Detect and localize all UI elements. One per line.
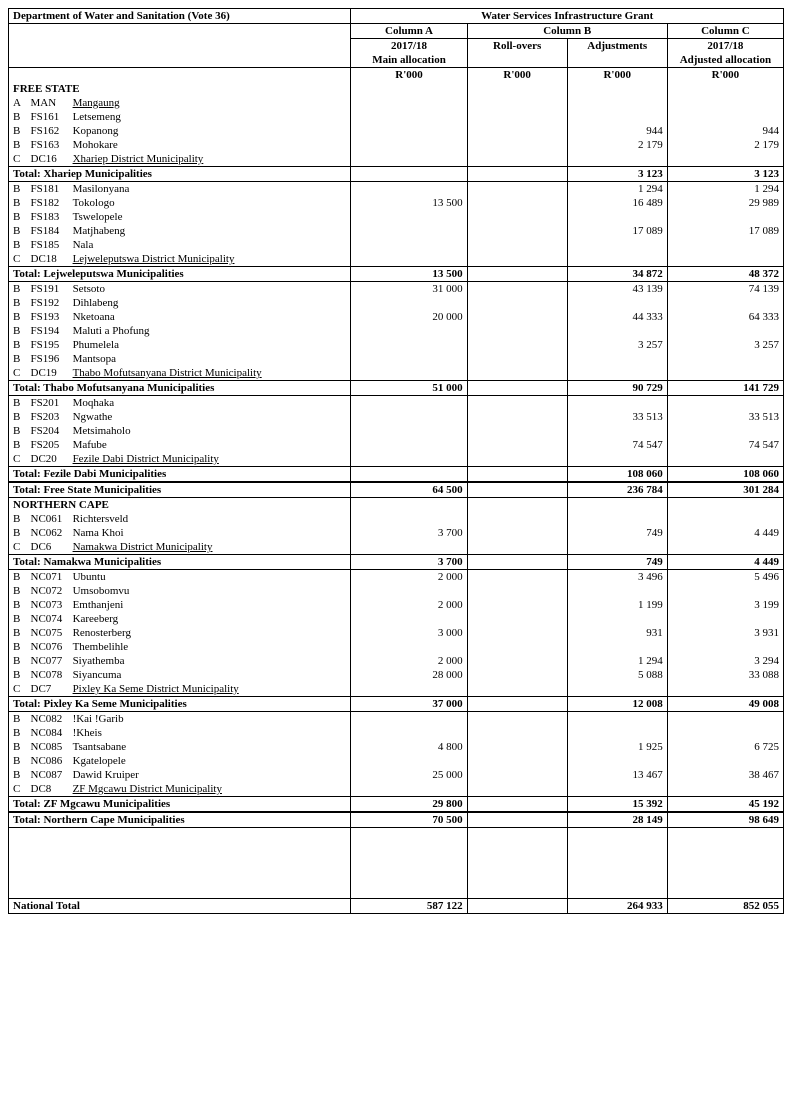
table-row: BFS203Ngwathe33 51333 513 <box>9 410 784 424</box>
table-row: NORTHERN CAPE <box>9 498 784 512</box>
table-row: BFS163Mohokare2 1792 179 <box>9 138 784 152</box>
table-row: Total: Namakwa Municipalities3 7007494 4… <box>9 555 784 570</box>
table-row: BFS162Kopanong944944 <box>9 124 784 138</box>
table-row: FREE STATE <box>9 82 784 96</box>
table-row: BNC082!Kai !Garib <box>9 712 784 726</box>
table-row: BNC078Siyancuma28 0005 08833 088 <box>9 668 784 682</box>
table-row: BFS183Tswelopele <box>9 210 784 224</box>
table-row: R'000R'000R'000R'000 <box>9 68 784 83</box>
table-row: Total: Free State Municipalities64 50023… <box>9 483 784 498</box>
table-row: BNC087Dawid Kruiper25 00013 46738 467 <box>9 768 784 782</box>
table-row: BFS205Mafube74 54774 547 <box>9 438 784 452</box>
table-row: Total: Lejweleputswa Municipalities13 50… <box>9 267 784 282</box>
allocation-table: Department of Water and Sanitation (Vote… <box>8 8 784 914</box>
table-row: AMANMangaung <box>9 96 784 110</box>
table-row: BNC075Renosterberg3 0009313 931 <box>9 626 784 640</box>
grant-title: Water Services Infrastructure Grant <box>481 10 653 22</box>
table-row: BNC071Ubuntu2 0003 4965 496 <box>9 570 784 584</box>
table-row: CDC7Pixley Ka Seme District Municipality <box>9 682 784 697</box>
table-row: Total: Pixley Ka Seme Municipalities37 0… <box>9 697 784 712</box>
table-row: CDC16Xhariep District Municipality <box>9 152 784 167</box>
table-row: BFS192Dihlabeng <box>9 296 784 310</box>
table-row: BFS185Nala <box>9 238 784 252</box>
table-row: BFS196Mantsopa <box>9 352 784 366</box>
table-row: CDC8ZF Mgcawu District Municipality <box>9 782 784 797</box>
table-row: BFS193Nketoana20 00044 33364 333 <box>9 310 784 324</box>
table-row: BNC062Nama Khoi3 7007494 449 <box>9 526 784 540</box>
table-row: Total: Thabo Mofutsanyana Municipalities… <box>9 381 784 396</box>
dept-title: Department of Water and Sanitation (Vote… <box>13 10 230 22</box>
table-row: CDC18Lejweleputswa District Municipality <box>9 252 784 267</box>
table-row: BFS184Matjhabeng17 08917 089 <box>9 224 784 238</box>
table-row: BFS181Masilonyana1 2941 294 <box>9 182 784 196</box>
table-row: Department of Water and Sanitation (Vote… <box>9 9 784 24</box>
table-row: CDC19Thabo Mofutsanyana District Municip… <box>9 366 784 381</box>
table-row: BFS191Setsoto31 00043 13974 139 <box>9 282 784 296</box>
table-row: BNC076Thembelihle <box>9 640 784 654</box>
table-row: CDC20Fezile Dabi District Municipality <box>9 452 784 467</box>
table-row: BFS182Tokologo13 50016 48929 989 <box>9 196 784 210</box>
table-row <box>9 828 784 899</box>
table-row: National Total587 122264 933852 055 <box>9 899 784 914</box>
table-row: CDC6Namakwa District Municipality <box>9 540 784 555</box>
table-row: BNC061Richtersveld <box>9 512 784 526</box>
table-row: Total: ZF Mgcawu Municipalities29 80015 … <box>9 797 784 812</box>
table-row: BFS204Metsimaholo <box>9 424 784 438</box>
table-row: BNC084!Kheis <box>9 726 784 740</box>
table-row: BFS161Letsemeng <box>9 110 784 124</box>
table-row: Total: Fezile Dabi Municipalities108 060… <box>9 467 784 482</box>
table-row: BFS195Phumelela3 2573 257 <box>9 338 784 352</box>
table-row: BFS201Moqhaka <box>9 396 784 410</box>
table-row: BNC074Kareeberg <box>9 612 784 626</box>
table-row: BNC072Umsobomvu <box>9 584 784 598</box>
table-row: BFS194Maluti a Phofung <box>9 324 784 338</box>
table-row: BNC085Tsantsabane4 8001 9256 725 <box>9 740 784 754</box>
table-row: Total: Northern Cape Municipalities70 50… <box>9 813 784 828</box>
table-row: BNC077Siyathemba2 0001 2943 294 <box>9 654 784 668</box>
table-row: BNC073Emthanjeni2 0001 1993 199 <box>9 598 784 612</box>
table-row: BNC086Kgatelopele <box>9 754 784 768</box>
table-row: Column AColumn BColumn C <box>9 24 784 39</box>
table-row: Total: Xhariep Municipalities3 1233 123 <box>9 167 784 182</box>
